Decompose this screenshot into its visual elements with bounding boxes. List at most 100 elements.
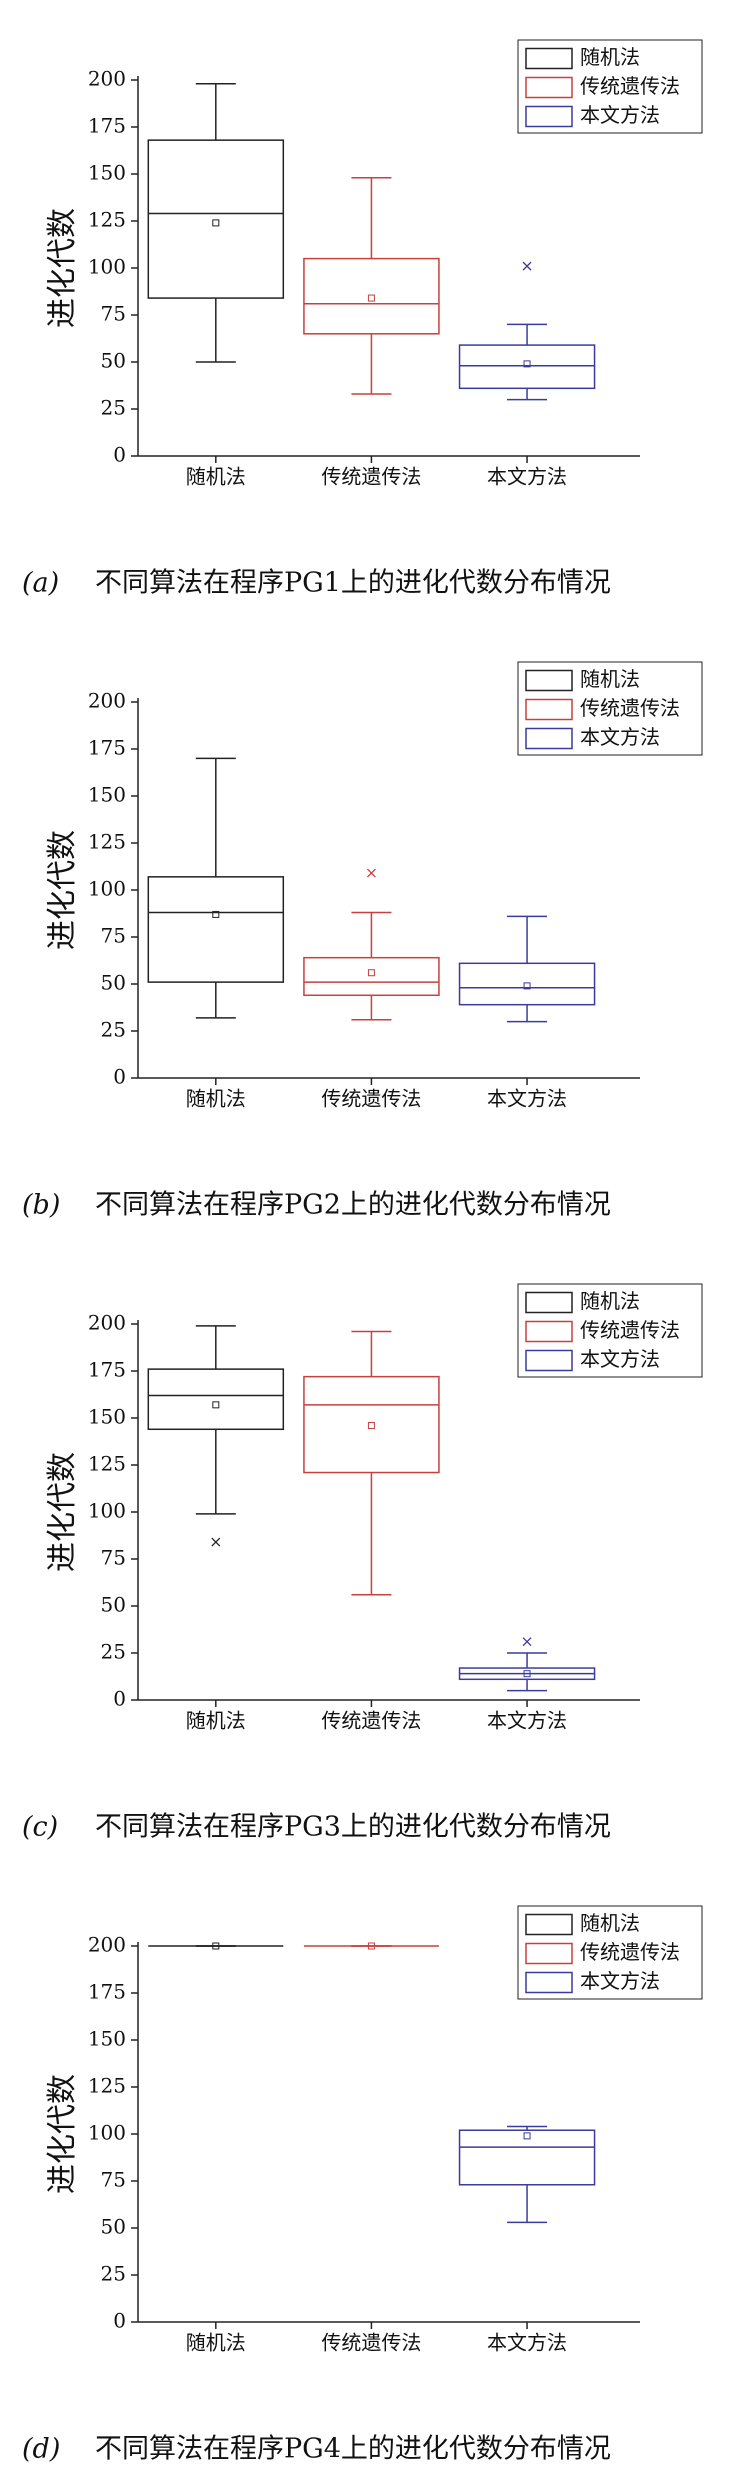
y-axis-label: 进化代数	[45, 1452, 80, 1572]
mean-marker	[367, 1422, 375, 1430]
box	[147, 876, 285, 983]
y-tick-label: 150	[88, 783, 126, 807]
y-tick-label: 125	[88, 208, 126, 232]
legend-label: 本文方法	[580, 725, 660, 749]
legend-label: 传统遗传法	[580, 1318, 680, 1342]
y-tick-label: 25	[101, 396, 126, 420]
mean-marker	[212, 1401, 220, 1409]
y-tick-label: 200	[88, 1311, 126, 1335]
x-tick-label: 本文方法	[487, 2331, 567, 2355]
y-tick-label: 25	[101, 1640, 126, 1664]
x-tick-label: 随机法	[186, 465, 246, 489]
y-axis-label: 进化代数	[45, 2074, 80, 2194]
x-tick-label: 随机法	[186, 1709, 246, 1733]
y-tick-label: 175	[88, 1358, 126, 1382]
y-tick-label: 100	[88, 877, 126, 901]
y-tick-label: 200	[88, 67, 126, 91]
x-tick-label: 随机法	[186, 1087, 246, 1111]
legend-swatch	[525, 1291, 573, 1314]
y-tick-label: 200	[88, 689, 126, 713]
mean-marker	[367, 294, 375, 302]
y-tick-label: 0	[113, 1065, 126, 1089]
mean-marker	[367, 969, 375, 977]
y-tick-label: 75	[101, 1546, 126, 1570]
legend-label: 随机法	[580, 1911, 640, 1935]
mean-marker	[212, 1942, 220, 1950]
y-tick-label: 175	[88, 1980, 126, 2004]
y-tick-label: 125	[88, 830, 126, 854]
y-tick-label: 125	[88, 2074, 126, 2098]
caption-label: (c)	[22, 1812, 58, 1843]
y-tick-label: 75	[101, 924, 126, 948]
x-tick-label: 本文方法	[487, 465, 567, 489]
box	[303, 956, 440, 997]
caption-label: (a)	[22, 568, 59, 599]
box	[147, 139, 285, 299]
x-tick-label: 传统遗传法	[321, 2331, 421, 2355]
legend-swatch	[525, 47, 573, 70]
caption: 不同算法在程序PG3上的进化代数分布情况	[95, 1812, 611, 1843]
legend-label: 随机法	[580, 1289, 640, 1313]
y-tick-label: 25	[101, 2262, 126, 2286]
caption: 不同算法在程序PG2上的进化代数分布情况	[95, 1190, 611, 1221]
legend-swatch	[525, 1320, 573, 1343]
x-tick-label: 随机法	[186, 2331, 246, 2355]
box	[458, 962, 596, 1006]
mean-marker	[212, 910, 220, 918]
outlier	[522, 1637, 532, 1647]
y-tick-label: 150	[88, 2027, 126, 2051]
caption: 不同算法在程序PG4上的进化代数分布情况	[95, 2434, 611, 2465]
legend-swatch	[525, 1913, 573, 1936]
y-tick-label: 100	[88, 255, 126, 279]
y-axis-label: 进化代数	[45, 208, 80, 328]
mean-marker	[523, 2132, 531, 2140]
mean-marker	[523, 360, 531, 368]
legend-swatch	[525, 669, 573, 692]
box	[458, 2129, 596, 2186]
legend-label: 传统遗传法	[580, 696, 680, 720]
legend-label: 传统遗传法	[580, 1940, 680, 1964]
y-tick-label: 50	[101, 2215, 126, 2239]
mean-marker	[523, 982, 531, 990]
outlier	[366, 868, 376, 878]
box	[147, 1368, 285, 1431]
legend-label: 本文方法	[580, 103, 660, 127]
outlier	[522, 261, 532, 271]
x-tick-label: 本文方法	[487, 1709, 567, 1733]
caption-label: (b)	[22, 1190, 60, 1221]
y-tick-label: 75	[101, 2168, 126, 2192]
caption-label: (d)	[22, 2434, 60, 2465]
legend-swatch	[525, 76, 573, 99]
legend-swatch	[525, 105, 573, 128]
y-tick-label: 50	[101, 1593, 126, 1617]
y-tick-label: 125	[88, 1452, 126, 1476]
y-tick-label: 0	[113, 1687, 126, 1711]
legend-swatch	[525, 1971, 573, 1994]
y-tick-label: 100	[88, 2121, 126, 2145]
y-tick-label: 100	[88, 1499, 126, 1523]
legend-label: 随机法	[580, 667, 640, 691]
legend-label: 传统遗传法	[580, 74, 680, 98]
y-tick-label: 150	[88, 1405, 126, 1429]
y-axis-label: 进化代数	[45, 830, 80, 950]
y-tick-label: 50	[101, 349, 126, 373]
box	[303, 1375, 440, 1474]
x-tick-label: 传统遗传法	[321, 1709, 421, 1733]
mean-marker	[212, 219, 220, 227]
legend-swatch	[525, 727, 573, 750]
y-tick-label: 150	[88, 161, 126, 185]
box	[303, 257, 440, 335]
legend-swatch	[525, 1349, 573, 1372]
legend-label: 本文方法	[580, 1969, 660, 1993]
legend-swatch	[525, 698, 573, 721]
legend-label: 随机法	[580, 45, 640, 69]
legend-label: 本文方法	[580, 1347, 660, 1371]
y-tick-label: 175	[88, 114, 126, 138]
x-tick-label: 传统遗传法	[321, 1087, 421, 1111]
x-tick-label: 本文方法	[487, 1087, 567, 1111]
